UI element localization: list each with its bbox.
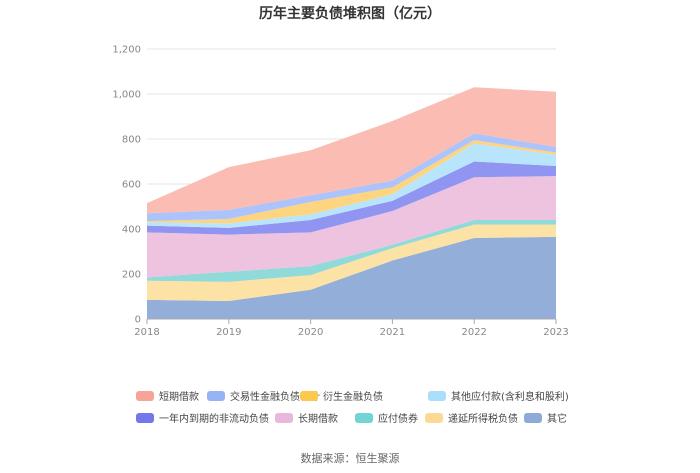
legend-swatch <box>428 391 446 401</box>
legend-item-其它: 其它 <box>524 412 567 425</box>
legend: 短期借款 交易性金融负债合计 衍生金融负债 其他应付款(含利息和股利) 一年内到期的非流… <box>136 390 569 425</box>
legend-swatch <box>275 413 293 423</box>
legend-label: 递延所得税负债 <box>448 412 518 425</box>
y-tick-label: 600 <box>122 180 141 191</box>
area-短期借款 <box>147 87 556 214</box>
area-衍生金融负债 <box>147 140 556 224</box>
legend-item-短期借款: 短期借款 <box>136 390 199 403</box>
legend-swatch <box>300 391 318 401</box>
legend-item-交易性金融负债合计: 交易性金融负债合计 <box>207 390 320 403</box>
y-tick-label: 400 <box>122 225 141 236</box>
x-tick-label: 2020 <box>298 327 323 338</box>
x-tick-label: 2021 <box>380 327 405 338</box>
legend-label: 短期借款 <box>159 390 199 403</box>
legend-label: 一年内到期的非流动负债 <box>159 412 269 425</box>
legend-label: 交易性金融负债合计 <box>230 390 320 403</box>
axes: 0 200 400 600 800 1,000 1,200 2018 2019 2020 2021 2… <box>112 45 568 339</box>
area-应付债券 <box>147 220 556 282</box>
legend-label: 应付债券 <box>378 412 418 425</box>
x-tick-label: 2023 <box>543 327 568 338</box>
legend-label: 其他应付款(含利息和股利) <box>451 390 569 403</box>
chart-title: 历年主要负债堆积图（亿元） <box>259 5 441 22</box>
legend-swatch <box>207 391 225 401</box>
legend-item-递延所得税负债: 递延所得税负债 <box>425 412 518 425</box>
legend-item-应付债券: 应付债券 <box>355 412 418 425</box>
legend-swatch <box>425 413 443 423</box>
y-tick-label: 200 <box>122 270 141 281</box>
y-tick-label: 0 <box>135 315 141 326</box>
legend-item-一年内到期的非流动负债: 一年内到期的非流动负债 <box>136 412 269 425</box>
legend-swatch <box>136 391 154 401</box>
legend-item-衍生金融负债: 衍生金融负债 <box>300 390 383 403</box>
area-其它 <box>147 236 556 319</box>
source-note: 数据来源：恒生聚源 <box>301 451 400 465</box>
x-tick-label: 2022 <box>461 327 486 338</box>
legend-label: 衍生金融负债 <box>323 390 383 403</box>
legend-item-其他应付款-含利息和股利: 其他应付款(含利息和股利) <box>428 390 569 403</box>
area-其他应付款-含利息和股利 <box>147 143 556 228</box>
area-series <box>147 87 556 319</box>
area-递延所得税负债 <box>147 224 556 301</box>
area-交易性金融负债合计 <box>147 133 556 222</box>
legend-item-长期借款: 长期借款 <box>275 412 338 425</box>
legend-label: 其它 <box>547 412 567 425</box>
area-长期借款 <box>147 176 556 278</box>
legend-swatch <box>136 413 154 423</box>
legend-swatch <box>355 413 373 423</box>
y-tick-label: 1,200 <box>112 45 141 56</box>
y-tick-label: 1,000 <box>112 90 141 101</box>
x-tick-label: 2019 <box>216 327 241 338</box>
area-一年内到期的非流动负债 <box>147 161 556 235</box>
legend-label: 长期借款 <box>298 412 338 425</box>
legend-swatch <box>524 413 542 423</box>
y-tick-label: 800 <box>122 135 141 146</box>
x-tick-label: 2018 <box>134 327 159 338</box>
